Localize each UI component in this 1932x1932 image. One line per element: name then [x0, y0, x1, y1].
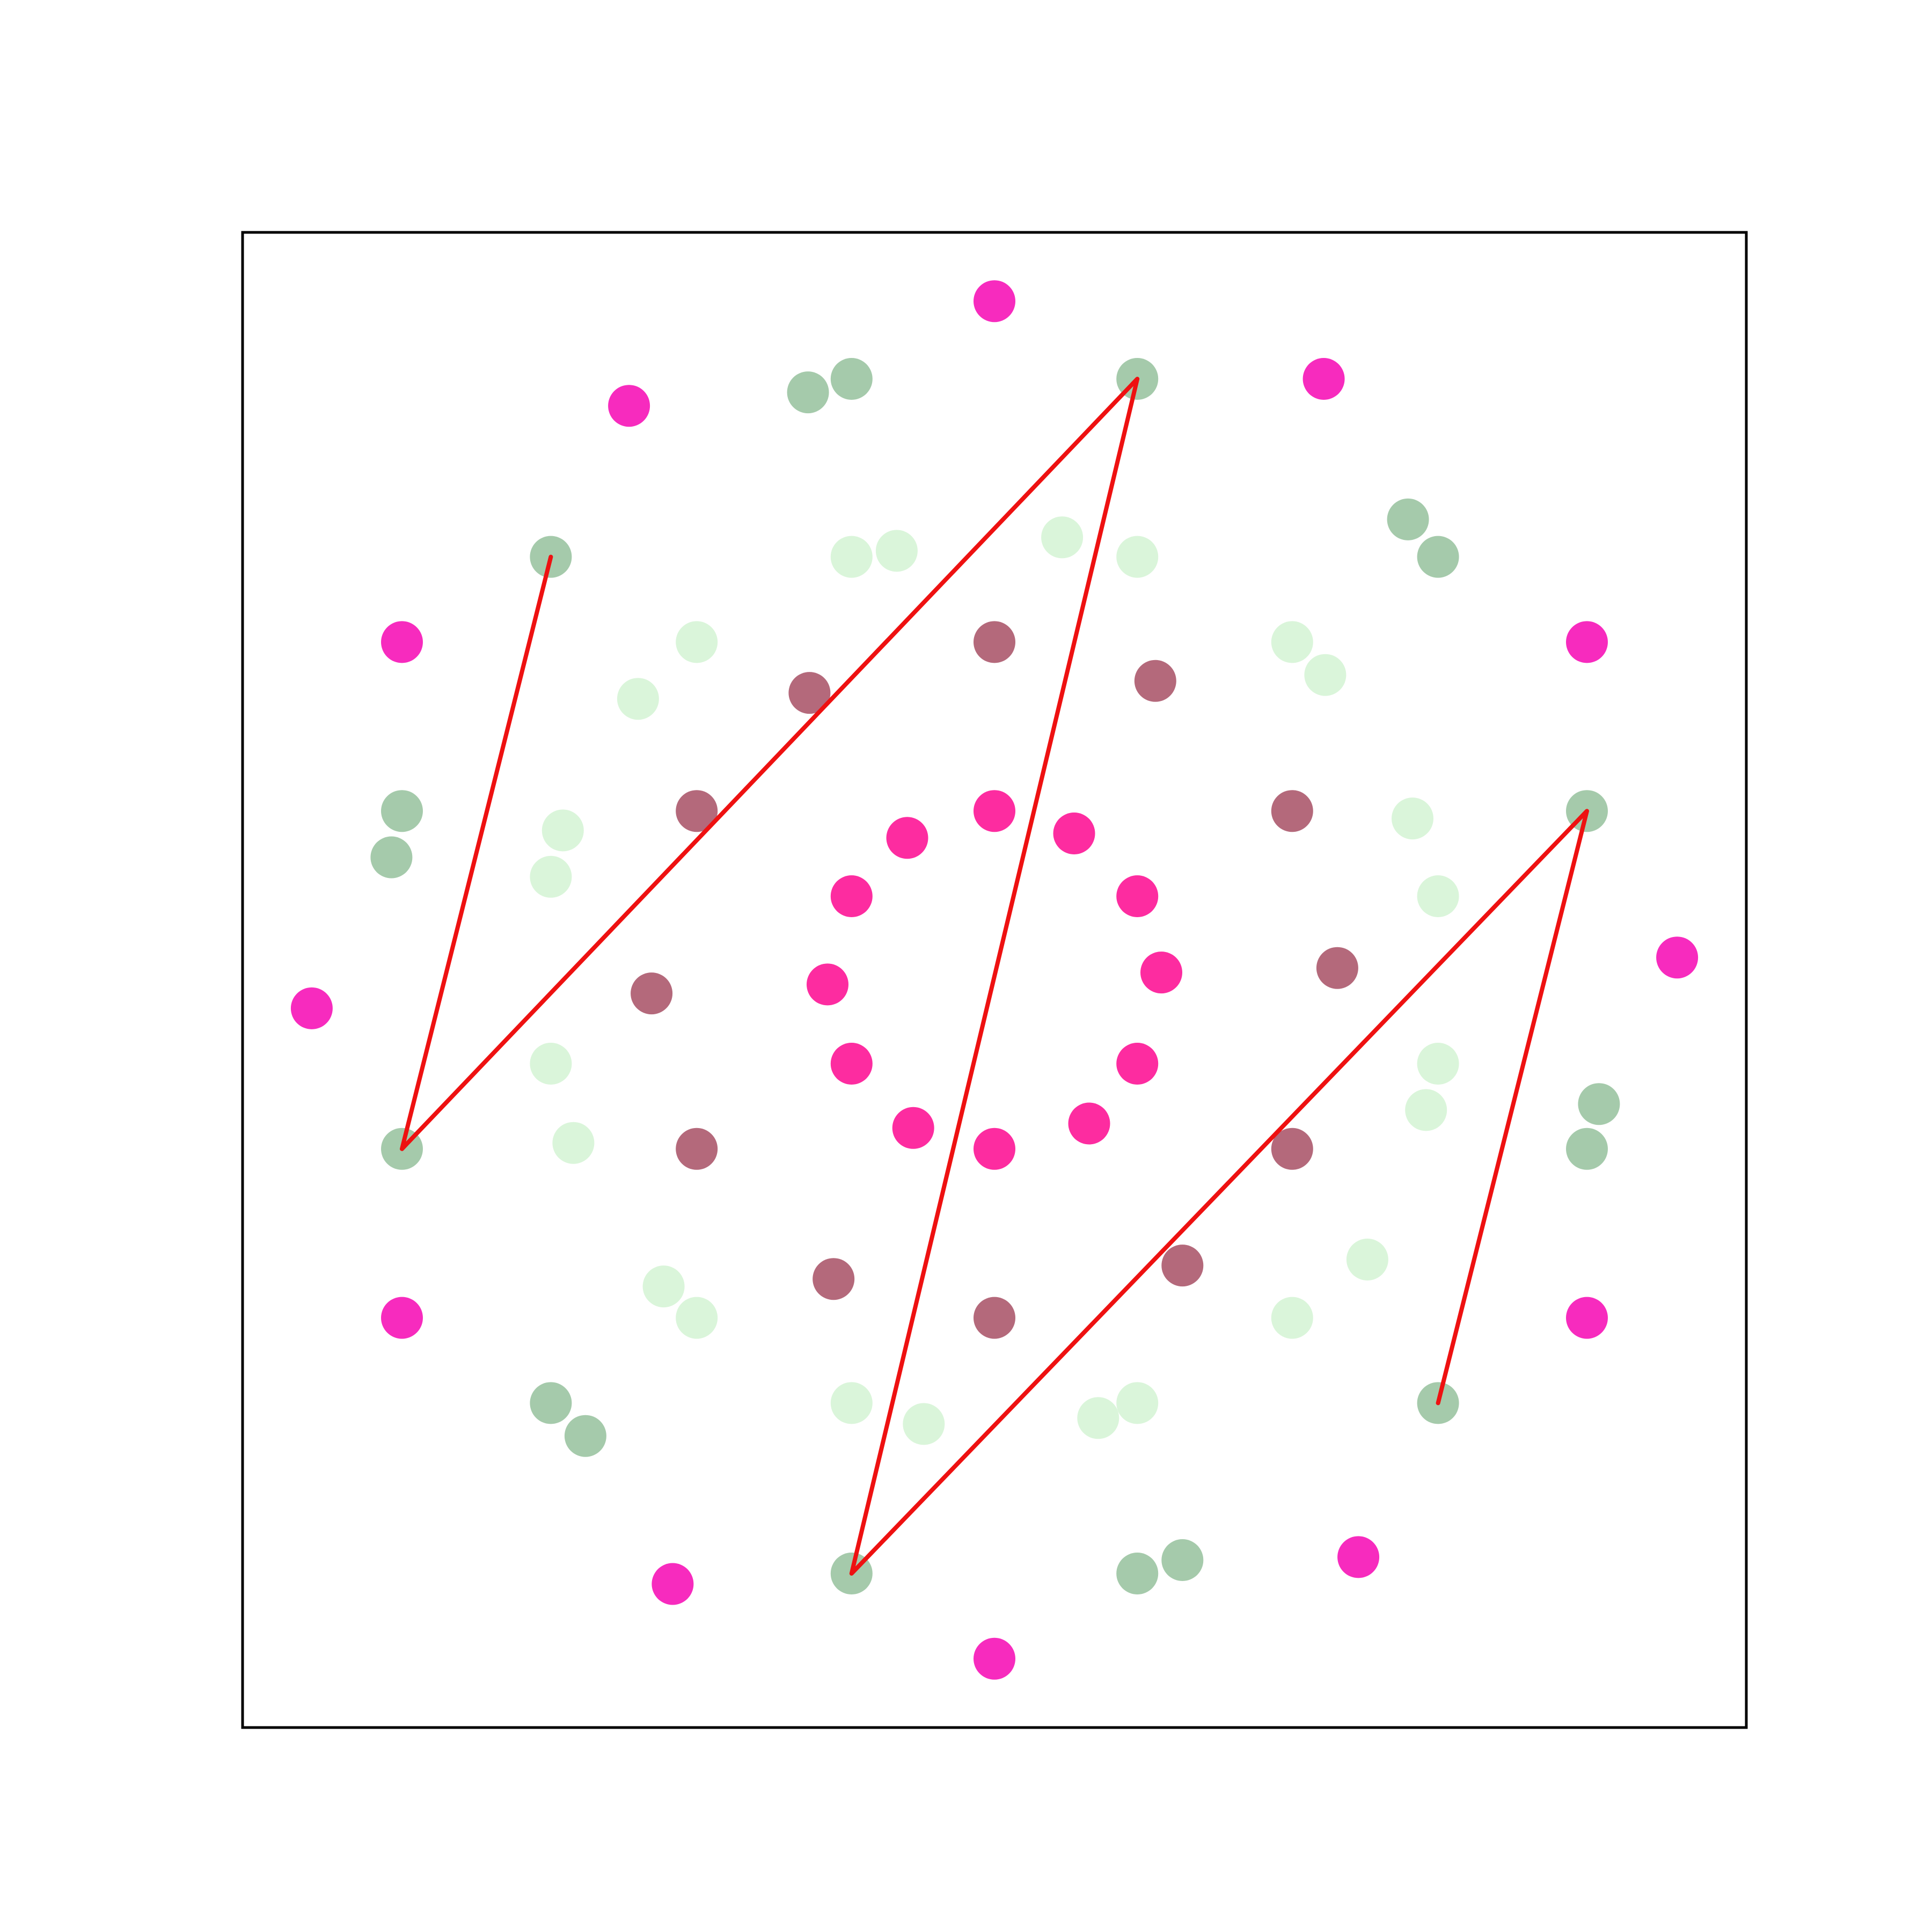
scatter-point-magenta-2 — [608, 385, 650, 427]
scatter-point-pale-green-10 — [530, 855, 572, 898]
scatter-point-pale-green-13 — [530, 1043, 572, 1085]
scatter-point-magenta-7 — [1656, 936, 1699, 979]
scatter-point-sage-green-8 — [370, 836, 413, 879]
scatter-point-sage-green-11 — [1566, 1128, 1608, 1170]
scatter-point-pink-12 — [974, 1128, 1015, 1170]
scatter-point-magenta-5 — [1566, 621, 1608, 663]
scatter-point-pale-green-22 — [903, 1403, 945, 1445]
scatter-point-magenta-3 — [1302, 358, 1345, 400]
scatter-point-mauve-11 — [1161, 1245, 1204, 1287]
scatter-point-pink-8 — [830, 1043, 873, 1085]
scatter-point-sage-green-4 — [1387, 498, 1429, 540]
scatter-point-pale-green-17 — [642, 1265, 685, 1308]
scatter-point-mauve-7 — [1316, 947, 1358, 989]
scatter-point-sage-green-2 — [830, 358, 873, 400]
scatter-point-mauve-5 — [1271, 790, 1313, 832]
scatter-point-mauve-9 — [1271, 1128, 1313, 1170]
scatter-point-sage-green-16 — [1116, 1553, 1159, 1594]
scatter-point-pale-green-5 — [676, 621, 718, 663]
scatter-point-sage-green-1 — [787, 371, 829, 414]
scatter-point-pink-6 — [807, 963, 848, 1006]
scatter-point-pink-7 — [1140, 952, 1182, 994]
scatter-point-pink-2 — [886, 817, 928, 859]
scatter-point-pink-3 — [1053, 813, 1095, 854]
scatter-point-magenta-4 — [381, 621, 423, 663]
scatter-point-pale-green-1 — [830, 536, 873, 578]
scatter-point-pink-11 — [1068, 1102, 1110, 1145]
scatter-point-pale-green-6 — [617, 678, 659, 720]
scatter-point-pale-green-3 — [1041, 516, 1084, 559]
scatter-point-magenta-6 — [290, 987, 333, 1029]
scatter-point-sage-green-7 — [381, 790, 423, 832]
scatter-point-magenta-9 — [1566, 1297, 1608, 1339]
scatter-point-mauve-3 — [1134, 660, 1176, 702]
scatter-point-sage-green-5 — [1417, 536, 1459, 578]
scatter-point-pale-green-14 — [552, 1122, 595, 1164]
scatter-point-pale-green-11 — [1392, 797, 1433, 840]
scatter-point-pink-4 — [830, 875, 873, 917]
scatter-point-mauve-10 — [813, 1258, 855, 1300]
scatter-point-pale-green-20 — [1271, 1297, 1313, 1339]
scatter-point-pale-green-4 — [1116, 536, 1159, 578]
scatter-point-pale-green-15 — [1417, 1043, 1459, 1085]
scatter-point-magenta-10 — [652, 1563, 694, 1605]
scatter-point-pale-green-19 — [1346, 1239, 1388, 1280]
scatter-point-pale-green-12 — [1417, 875, 1459, 917]
scatter-point-pink-10 — [892, 1107, 934, 1149]
scatter-point-mauve-1 — [974, 621, 1015, 663]
scatter-point-pale-green-7 — [1271, 621, 1313, 663]
scatter-point-mauve-2 — [788, 672, 831, 714]
scatter-point-pink-5 — [1116, 875, 1159, 917]
scatter-point-pink-1 — [974, 790, 1015, 832]
scatter-point-pale-green-8 — [1304, 654, 1346, 696]
scatter-point-sage-green-17 — [1161, 1539, 1204, 1581]
scatter-point-mauve-6 — [631, 972, 673, 1015]
scatter-point-pale-green-18 — [676, 1297, 718, 1339]
scatter-point-pale-green-9 — [541, 809, 584, 852]
scatter-point-magenta-8 — [381, 1297, 423, 1339]
scatter-point-pink-9 — [1116, 1043, 1159, 1085]
scatter-point-sage-green-10 — [1578, 1083, 1620, 1125]
scatter-point-magenta-1 — [974, 280, 1015, 323]
scatter-point-mauve-4 — [676, 790, 718, 832]
scatter-point-sage-green-13 — [530, 1382, 572, 1424]
path-polyline — [400, 377, 1589, 1576]
scatter-point-magenta-11 — [1337, 1536, 1380, 1578]
plot-frame — [241, 231, 1748, 1729]
scatter-point-pale-green-16 — [1405, 1089, 1447, 1131]
scatter-point-pale-green-23 — [1077, 1397, 1119, 1439]
scatter-point-magenta-12 — [974, 1637, 1015, 1680]
scatter-point-pale-green-2 — [875, 530, 918, 572]
scatter-point-sage-green-14 — [564, 1415, 606, 1457]
path-lines — [400, 377, 1589, 1576]
scatter-point-mauve-12 — [974, 1297, 1015, 1339]
scatter-point-pale-green-24 — [1116, 1382, 1159, 1424]
scatter-point-pale-green-21 — [830, 1382, 873, 1424]
scatter-point-mauve-8 — [676, 1128, 718, 1170]
